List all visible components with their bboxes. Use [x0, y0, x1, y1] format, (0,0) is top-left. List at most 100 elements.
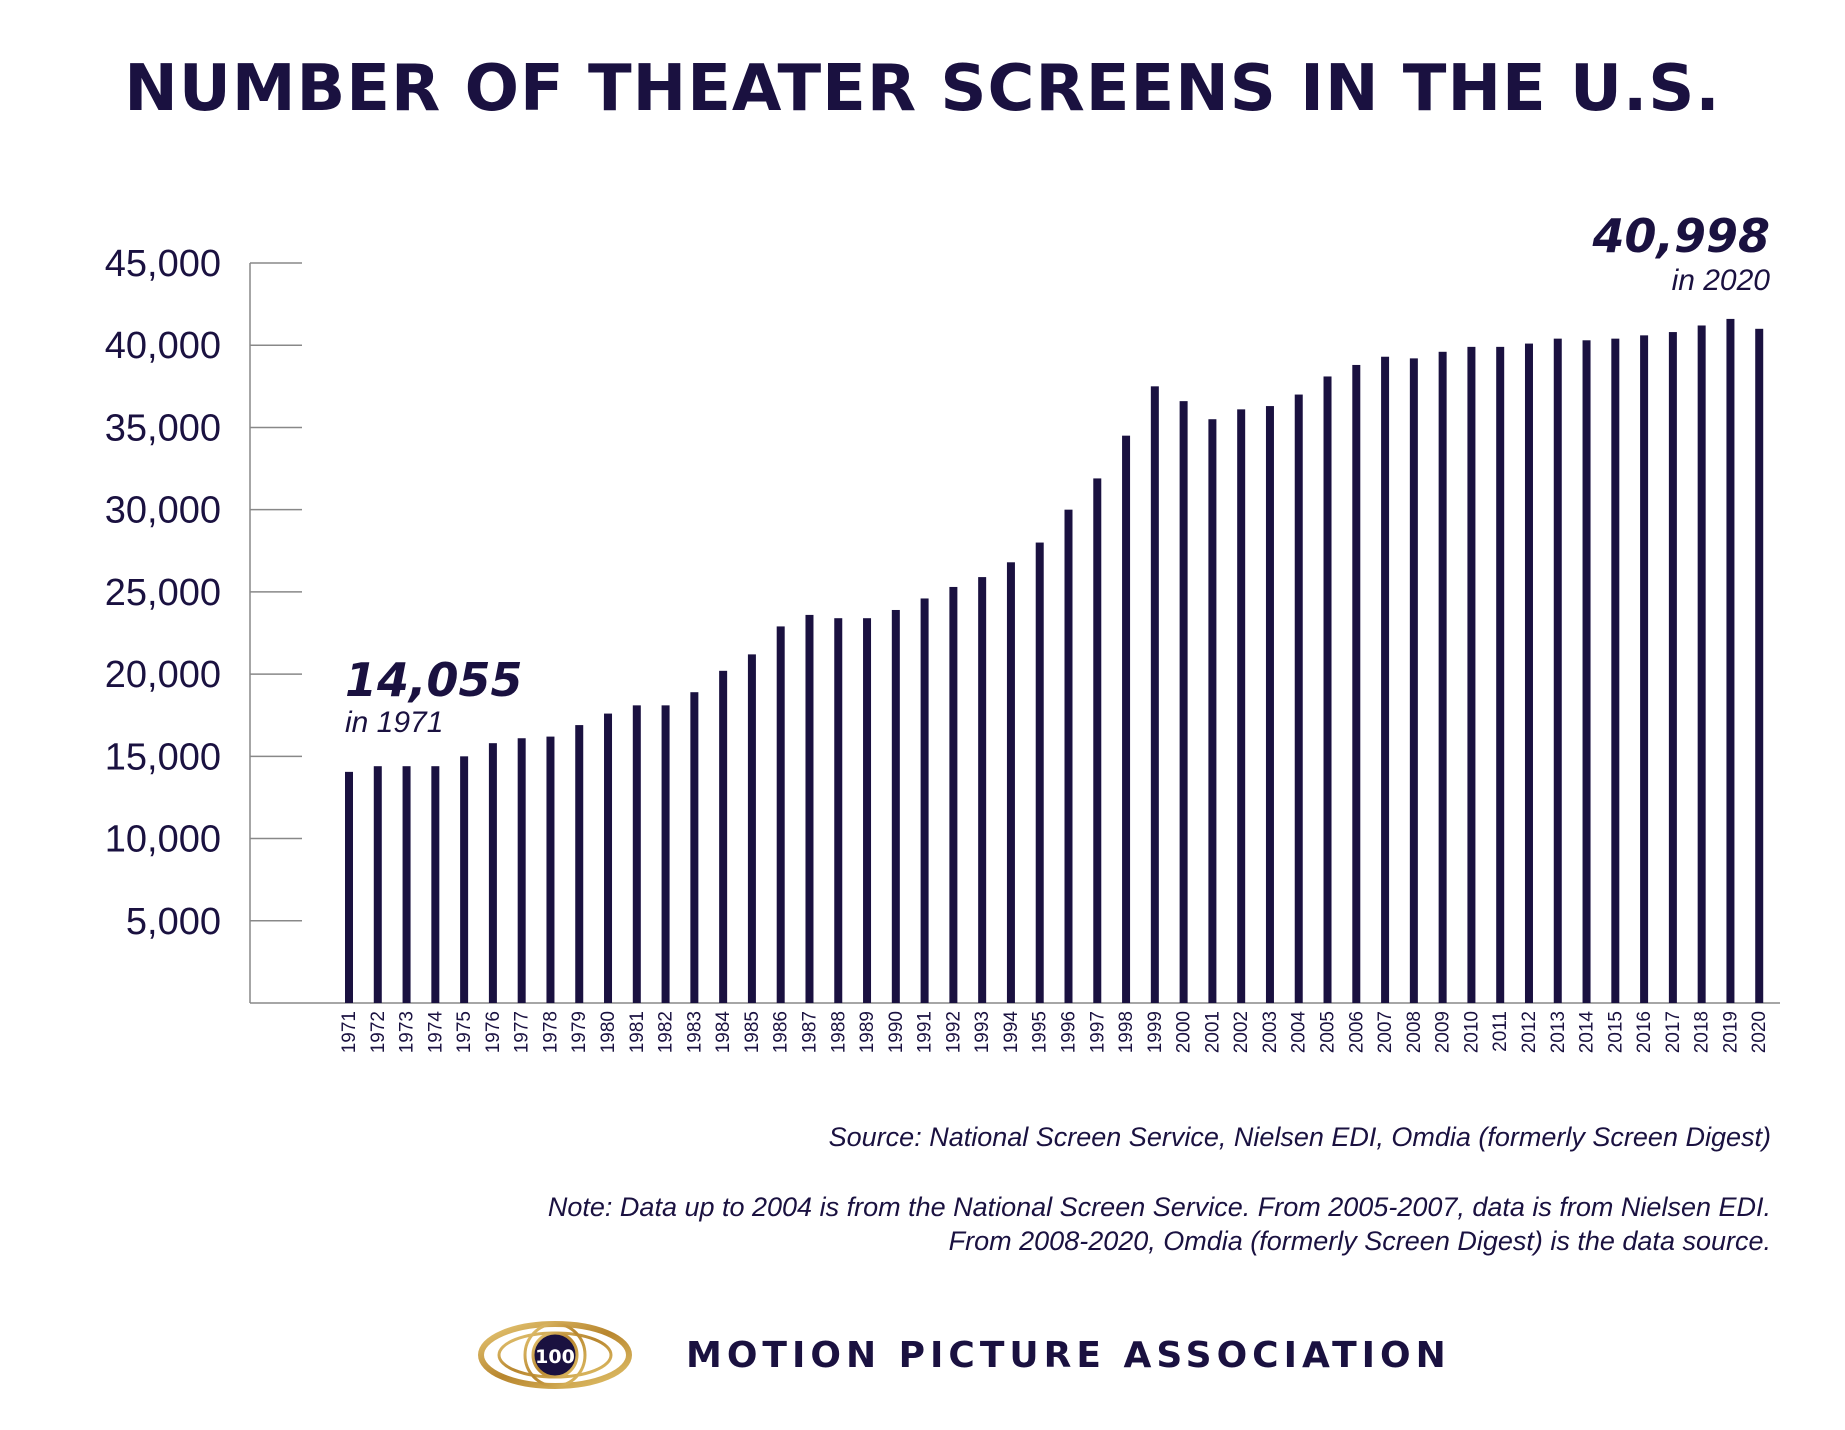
bar-2009 — [1438, 351, 1447, 1003]
x-tick-label: 1990 — [886, 1011, 907, 1053]
x-tick-label: 1980 — [598, 1011, 619, 1053]
y-tick-label: 40,000 — [105, 325, 221, 367]
annotation-2020-label: in 2020 — [1672, 264, 1771, 297]
x-tick-label: 2000 — [1174, 1011, 1195, 1053]
bar-chart: 5,000 10,000 15,000 20,000 25,000 30,000 35,00… — [105, 209, 1780, 1054]
y-tick-label: 20,000 — [105, 654, 221, 696]
bar-1975 — [460, 756, 469, 1003]
x-tick-label: 1976 — [483, 1011, 504, 1053]
note-text: Note: Data up to 2004 is from the Nation… — [548, 1190, 1771, 1258]
bar-2004 — [1294, 394, 1303, 1003]
bar-1983 — [690, 692, 699, 1003]
bar-1971 — [345, 771, 353, 1003]
x-tick-label: 2019 — [1720, 1011, 1741, 1053]
bar-1996 — [1064, 509, 1073, 1003]
y-axis: 5,000 10,000 15,000 20,000 25,000 30,000 35,00… — [105, 243, 302, 1003]
x-tick-label: 2001 — [1202, 1011, 1223, 1053]
x-tick-label: 2008 — [1404, 1011, 1425, 1053]
bar-2010 — [1467, 346, 1476, 1003]
chart-title: NUMBER OF THEATER SCREENS IN THE U.S. — [124, 52, 1721, 126]
x-tick-label: 2010 — [1461, 1011, 1482, 1053]
bar-1997 — [1093, 478, 1102, 1003]
x-tick-label: 1993 — [972, 1011, 993, 1053]
bar-1984 — [719, 670, 728, 1003]
x-tick-label: 2005 — [1318, 1011, 1339, 1053]
bar-1986 — [776, 626, 785, 1003]
footer: 100 MOTION PICTURE ASSOCIATION — [476, 1310, 1451, 1400]
bar-2013 — [1553, 338, 1562, 1004]
x-tick-label: 2002 — [1231, 1011, 1252, 1053]
bar-2019 — [1726, 318, 1735, 1003]
bar-2015 — [1611, 338, 1620, 1004]
x-tick-label: 2013 — [1548, 1011, 1569, 1053]
x-tick-label: 2006 — [1346, 1011, 1367, 1053]
y-tick-label: 5,000 — [126, 901, 221, 943]
mpa-logo-icon: 100 — [478, 1321, 632, 1389]
x-tick-label: 1983 — [684, 1011, 705, 1053]
bar-2005 — [1323, 376, 1332, 1003]
organization-name: MOTION PICTURE ASSOCIATION — [686, 1334, 1451, 1376]
y-tick-label: 25,000 — [105, 572, 221, 614]
x-tick-label: 1975 — [454, 1011, 475, 1053]
annotation-1971-value: 14,055 — [345, 653, 523, 707]
x-tick-label: 2003 — [1260, 1011, 1281, 1053]
x-tick-label: 2018 — [1692, 1011, 1713, 1053]
x-tick-label: 1989 — [857, 1011, 878, 1053]
note-line-1: Note: Data up to 2004 is from the Nation… — [547, 1192, 1771, 1222]
x-tick-label: 2011 — [1490, 1011, 1511, 1052]
x-tick-label: 1999 — [1145, 1011, 1166, 1053]
bar-1980 — [604, 713, 613, 1003]
bar-2006 — [1352, 364, 1361, 1003]
x-tick-label: 2015 — [1605, 1011, 1626, 1053]
x-tick-label: 1973 — [397, 1011, 418, 1053]
annotation-1971-label: in 1971 — [345, 706, 443, 739]
bar-1987 — [805, 614, 814, 1003]
x-tick-label: 1997 — [1087, 1011, 1108, 1053]
x-tick-label: 1971 — [339, 1011, 360, 1053]
bar-2002 — [1237, 409, 1246, 1003]
x-tick-label: 1998 — [1116, 1011, 1137, 1053]
bar-1999 — [1150, 386, 1159, 1003]
x-tick-label: 2012 — [1519, 1011, 1540, 1053]
bar-2016 — [1640, 335, 1649, 1003]
bar-1991 — [920, 598, 929, 1003]
bar-1978 — [546, 736, 555, 1003]
x-tick-label: 1987 — [799, 1011, 820, 1053]
x-tick-label: 2020 — [1749, 1011, 1770, 1053]
x-tick-label: 1978 — [540, 1011, 561, 1053]
bar-2018 — [1697, 325, 1706, 1003]
bar-1972 — [373, 766, 382, 1003]
x-tick-label: 2016 — [1634, 1011, 1655, 1053]
x-tick-label: 2004 — [1289, 1011, 1310, 1054]
y-tick-label: 15,000 — [105, 736, 221, 778]
y-tick-label: 35,000 — [105, 407, 221, 449]
x-tick-label: 1979 — [569, 1011, 590, 1053]
bar-2011 — [1496, 346, 1505, 1003]
bar-1977 — [517, 738, 526, 1003]
x-tick-label: 1981 — [627, 1011, 648, 1053]
y-tick-label: 30,000 — [105, 490, 221, 532]
x-tick-label: 1984 — [713, 1011, 734, 1054]
x-tick-label: 1994 — [1001, 1011, 1022, 1054]
source-text: Source: National Screen Service, Nielsen… — [828, 1122, 1771, 1152]
x-tick-label: 1974 — [425, 1011, 446, 1054]
annotation-2020-value: 40,998 — [1591, 209, 1770, 263]
bar-2012 — [1524, 343, 1533, 1004]
bar-2014 — [1582, 340, 1591, 1003]
bar-2003 — [1265, 406, 1274, 1004]
bar-1973 — [402, 766, 411, 1003]
bar-1985 — [747, 654, 756, 1003]
x-tick-label: 1991 — [915, 1011, 936, 1053]
x-tick-label: 1982 — [656, 1011, 677, 1053]
note-line-2: From 2008-2020, Omdia (formerly Screen D… — [948, 1226, 1771, 1256]
bar-2001 — [1208, 419, 1217, 1003]
bar-1994 — [1006, 562, 1015, 1003]
x-tick-label: 1977 — [512, 1011, 533, 1053]
bar-1976 — [488, 743, 497, 1003]
bar-2000 — [1179, 401, 1188, 1004]
x-tick-label: 2014 — [1577, 1011, 1598, 1054]
x-tick-label: 2007 — [1375, 1011, 1396, 1053]
bar-1993 — [978, 577, 987, 1003]
x-tick-label: 2009 — [1433, 1011, 1454, 1053]
